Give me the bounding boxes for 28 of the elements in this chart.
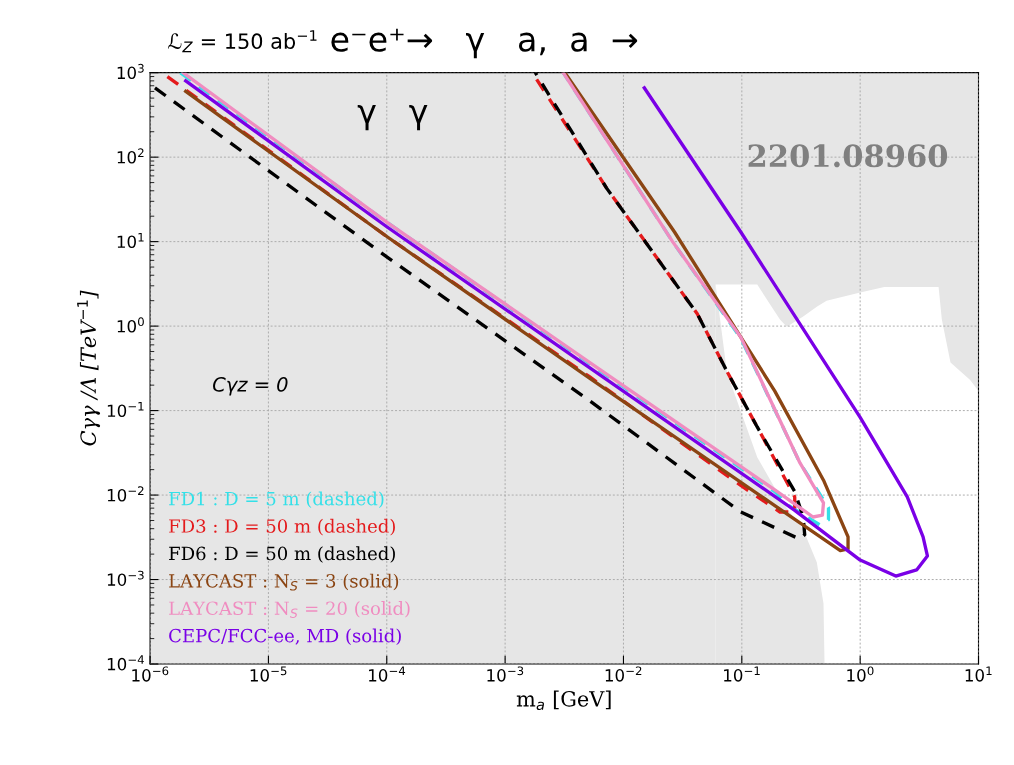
x-tick-label: 10$^{−5}$ (250, 666, 287, 682)
text: FD6 : D = 50 m (dashed) (169, 546, 395, 563)
y-tick-label: 10$^{1}$ (117, 232, 144, 249)
y-tick-label: 10$^{0}$ (117, 317, 144, 333)
y-axis-title: Cγγ /Λ [TeV$^{−1}$] (77, 290, 101, 446)
x-tick-label: 10$^{−3}$ (487, 666, 524, 682)
text: LAYCAST : N$_{S}$ = 3 (solid) (169, 573, 399, 591)
text: CEPC/FCC-ee, MD (solid) (169, 628, 401, 646)
x-tick-label: 10$^{0}$ (847, 666, 874, 682)
x-tick-label: 10$^{−1}$ (724, 666, 760, 682)
chart-title: e⁻e⁺→ γ a, a → (331, 28, 638, 59)
x-tick-label: 10$^{−6}$ (132, 666, 169, 682)
x-tick-label: 10$^{−4}$ (369, 666, 406, 682)
x-tick-label: 10$^{−2}$ (605, 666, 642, 682)
text: FD3 : D = 50 m (dashed) (169, 518, 395, 536)
annotation: 2201.08960 (748, 144, 948, 168)
y-tick-label: 10$^{−1}$ (107, 401, 144, 418)
y-tick-label: 10$^{−3}$ (107, 570, 144, 586)
y-tick-label: 10$^{3}$ (117, 63, 144, 80)
x-axis-title: m$_{a}$ [GeV] (516, 690, 611, 711)
x-tick-label: 10$^{1}$ (965, 666, 992, 682)
annotation: γ γ (357, 105, 428, 131)
annotation: Cγz = 0 (213, 377, 288, 396)
text: LAYCAST : N$_{S}$ = 20 (solid) (169, 601, 410, 618)
text: FD1 : D = 5 m (dashed) (169, 491, 384, 508)
text: ℒ$_{Z}$ = 150 ab$^{−1}$ (168, 30, 317, 53)
y-tick-label: 10$^{−2}$ (107, 486, 144, 502)
y-tick-label: 10$^{2}$ (117, 148, 144, 164)
